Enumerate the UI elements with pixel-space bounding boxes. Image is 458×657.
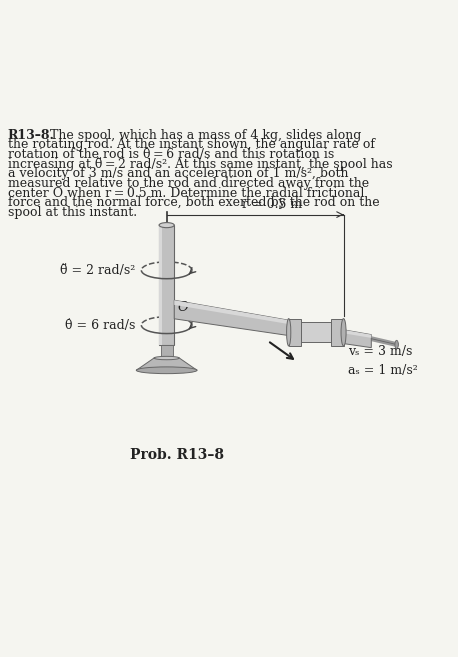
- Text: The spool, which has a mass of 4 kg, slides along: The spool, which has a mass of 4 kg, sli…: [50, 129, 361, 141]
- Text: the rotating rod. At the instant shown, the angular rate of: the rotating rod. At the instant shown, …: [8, 138, 375, 151]
- Text: R13–8.: R13–8.: [8, 129, 55, 141]
- Bar: [301, 322, 331, 342]
- Text: vₛ = 3 m/s: vₛ = 3 m/s: [348, 345, 412, 358]
- Text: force and the normal force, both exerted by the rod on the: force and the normal force, both exerted…: [8, 196, 379, 210]
- Polygon shape: [136, 358, 197, 371]
- Text: r = 0.5 m: r = 0.5 m: [242, 198, 302, 211]
- Polygon shape: [174, 300, 371, 348]
- Polygon shape: [174, 300, 371, 338]
- Text: measured relative to the rod and directed away from the: measured relative to the rod and directe…: [8, 177, 369, 190]
- Bar: [161, 346, 173, 358]
- Bar: [159, 225, 162, 346]
- Bar: [159, 225, 174, 346]
- Ellipse shape: [287, 319, 291, 346]
- Text: a velocity of 3 m/s and an acceleration of 1 m/s², both: a velocity of 3 m/s and an acceleration …: [8, 168, 348, 180]
- Text: θ̇ = 6 rad/s: θ̇ = 6 rad/s: [65, 319, 135, 332]
- Text: aₛ = 1 m/s²: aₛ = 1 m/s²: [348, 364, 418, 377]
- Text: Prob. R13–8: Prob. R13–8: [130, 448, 224, 462]
- Bar: [331, 319, 344, 346]
- Ellipse shape: [136, 367, 197, 374]
- Ellipse shape: [159, 223, 174, 228]
- Text: increasing at θ̈ = 2 rad/s². At this same instant, the spool has: increasing at θ̈ = 2 rad/s². At this sam…: [8, 158, 392, 171]
- Ellipse shape: [154, 356, 180, 360]
- Text: θ̈ = 2 rad/s²: θ̈ = 2 rad/s²: [60, 263, 135, 277]
- Bar: [289, 319, 301, 346]
- Ellipse shape: [341, 319, 346, 346]
- Ellipse shape: [395, 340, 398, 349]
- Text: rotation of the rod is θ̇ = 6 rad/s and this rotation is: rotation of the rod is θ̇ = 6 rad/s and …: [8, 148, 334, 161]
- Text: center O when r = 0.5 m. Determine the radial frictional: center O when r = 0.5 m. Determine the r…: [8, 187, 364, 200]
- Text: O: O: [177, 301, 188, 314]
- Text: spool at this instant.: spool at this instant.: [8, 206, 137, 219]
